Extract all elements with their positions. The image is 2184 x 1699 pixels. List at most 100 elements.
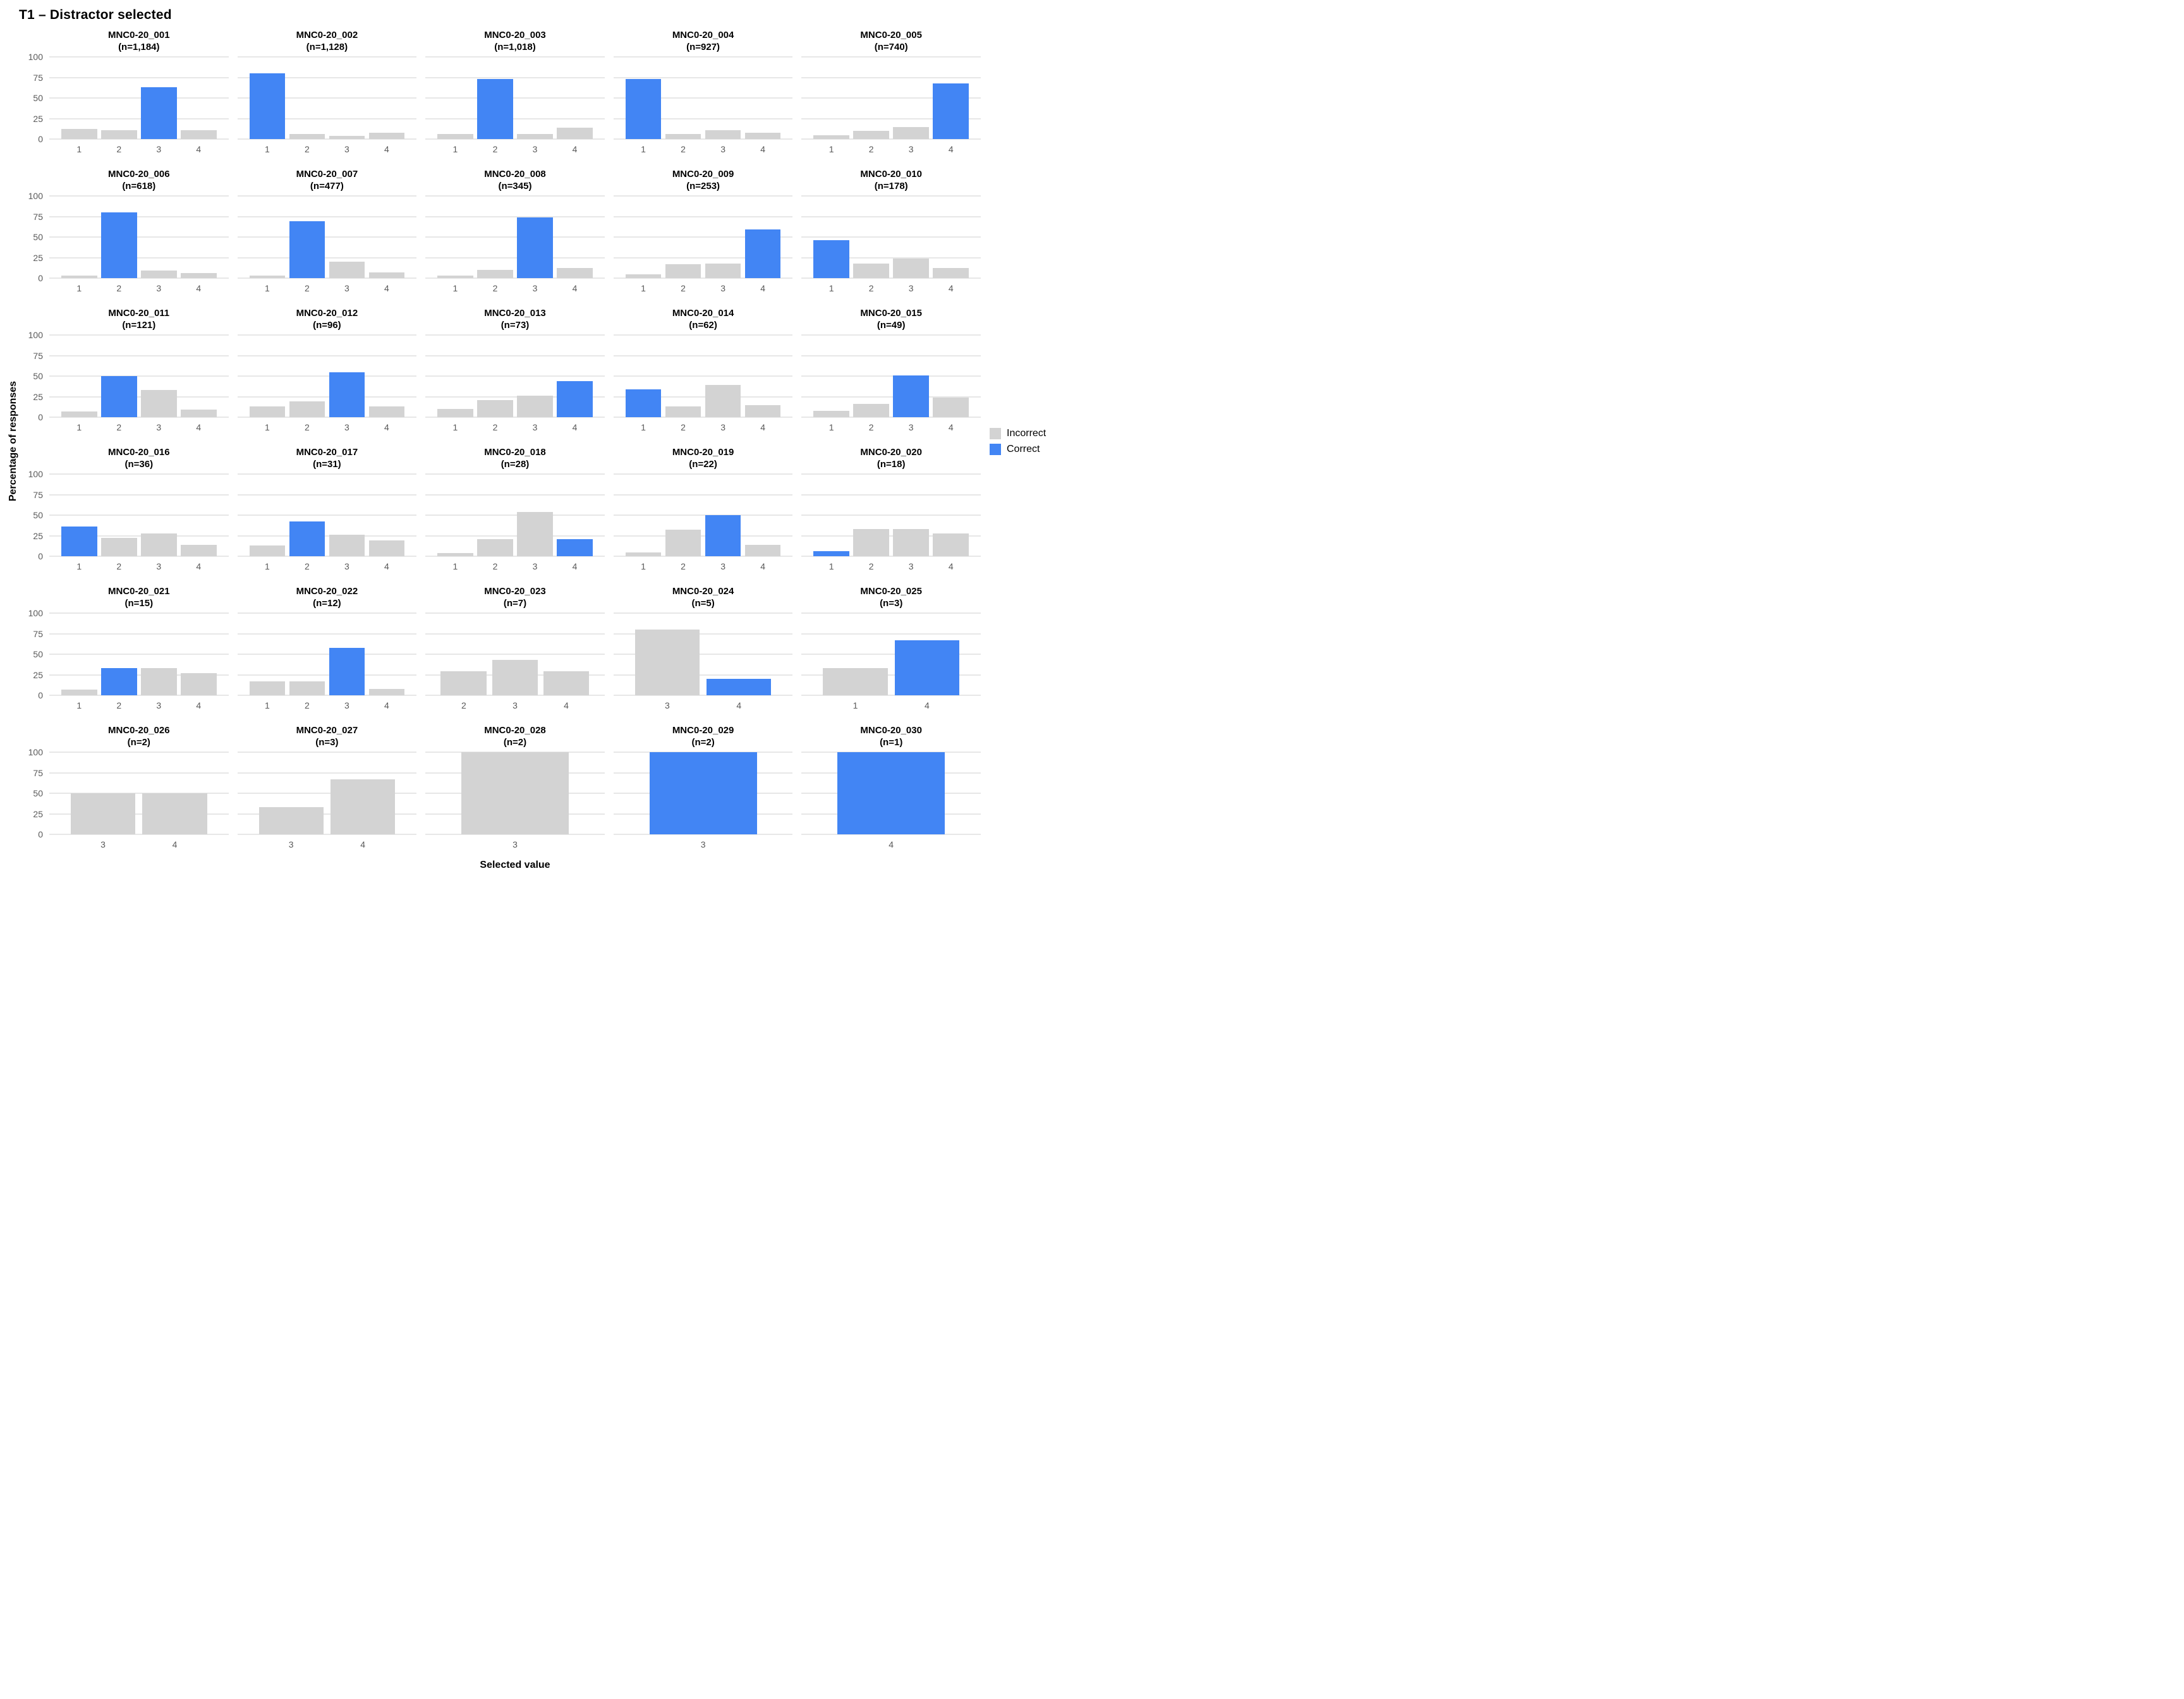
gridline-y25 <box>613 118 793 119</box>
gridline-y25 <box>613 674 793 676</box>
y-tick-label: 25 <box>33 113 43 124</box>
gridline-y25 <box>801 118 981 119</box>
x-ticks: 1 2 3 4 <box>49 282 229 297</box>
gridline-y50 <box>49 515 229 516</box>
bar-MNC0-20_012-x1-incorrect <box>249 406 286 417</box>
x-tick-label: 4 <box>196 283 202 293</box>
y-tick-label: 100 <box>28 52 43 62</box>
facet-MNC0-20_020: MNC0-20_020 (n=18) 1 2 3 4 <box>801 446 981 575</box>
gridline-y50 <box>49 97 229 99</box>
x-tick-label: 3 <box>700 839 706 849</box>
bar-MNC0-20_018-x2-incorrect <box>477 539 513 556</box>
facet-title: MNC0-20_015 (n=49) <box>860 308 922 331</box>
plot-area: 0 25 50 75 100 <box>28 747 229 839</box>
x-tick-label: 2 <box>116 700 122 710</box>
x-tick-label: 1 <box>641 561 646 571</box>
bar-MNC0-20_028-x3-incorrect <box>461 752 569 834</box>
x-tick-label: 4 <box>925 700 930 710</box>
bar-MNC0-20_029-x3-correct <box>649 752 757 834</box>
facet-title: MNC0-20_023 (n=7) <box>484 586 546 609</box>
gridline-y75 <box>237 494 417 496</box>
bar-MNC0-20_020-x2-incorrect <box>853 529 890 556</box>
bar-MNC0-20_021-x1-incorrect <box>61 689 97 695</box>
y-tick-label: 0 <box>38 412 43 422</box>
gridline-y100 <box>425 195 605 197</box>
gridline-y50 <box>237 515 417 516</box>
gridline-y50 <box>801 97 981 99</box>
gridline-y25 <box>237 813 417 815</box>
gridline-y100 <box>49 56 229 58</box>
facet-MNC0-20_005: MNC0-20_005 (n=740) 1 2 3 4 <box>801 29 981 158</box>
facet-title: MNC0-20_026 (n=2) <box>108 725 170 748</box>
facet-title: MNC0-20_021 (n=15) <box>108 586 170 609</box>
gridline-y0 <box>237 277 417 279</box>
facet-MNC0-20_021: MNC0-20_021 (n=15) 0 25 50 75 100 1 2 3 4 <box>28 585 229 714</box>
bar-MNC0-20_001-x1-incorrect <box>61 129 97 139</box>
x-tick-label: 1 <box>452 422 458 432</box>
bar-MNC0-20_026-x4-incorrect <box>142 793 207 834</box>
gridline-y0 <box>801 417 981 418</box>
gridline-y50 <box>801 375 981 377</box>
gridline-y0 <box>613 138 793 140</box>
x-ticks: 4 <box>801 838 981 853</box>
x-tick-label: 2 <box>304 700 310 710</box>
facet-MNC0-20_006: MNC0-20_006 (n=618) 0 25 50 75 100 1 2 3 4 <box>28 168 229 297</box>
y-tick-label: 75 <box>33 767 43 778</box>
plot-area <box>237 473 417 557</box>
x-ticks: 2 3 4 <box>425 699 605 714</box>
y-tick-label: 50 <box>33 788 43 798</box>
gridline-y75 <box>801 355 981 356</box>
facet-title: MNC0-20_011 (n=121) <box>108 308 170 331</box>
x-tick-label: 3 <box>344 422 349 432</box>
x-tick-label: 4 <box>196 700 202 710</box>
gridline-y25 <box>49 674 229 676</box>
x-tick-label: 1 <box>264 561 270 571</box>
bar-MNC0-20_005-x4-correct <box>933 83 969 139</box>
plot-area <box>801 473 981 557</box>
plot-area <box>425 334 605 418</box>
x-ticks: 1 2 3 4 <box>238 282 417 297</box>
x-tick-label: 2 <box>304 561 310 571</box>
gridline-y75 <box>425 76 605 78</box>
x-tick-label: 3 <box>532 283 538 293</box>
y-tick-label: 25 <box>33 808 43 819</box>
x-tick-label: 4 <box>736 700 742 710</box>
gridline-y25 <box>49 396 229 398</box>
bar-MNC0-20_011-x3-incorrect <box>140 390 177 417</box>
x-tick-label: 2 <box>304 422 310 432</box>
x-tick-label: 4 <box>384 700 389 710</box>
plot-area <box>425 612 605 696</box>
bar-MNC0-20_020-x4-incorrect <box>933 533 969 556</box>
x-tick-label: 4 <box>948 561 954 571</box>
bar-MNC0-20_013-x1-incorrect <box>437 409 473 417</box>
y-tick-label: 25 <box>33 252 43 263</box>
gridline-y0 <box>49 695 229 696</box>
facet-title: MNC0-20_024 (n=5) <box>672 586 734 609</box>
bar-MNC0-20_019-x1-incorrect <box>625 552 662 556</box>
y-tick-label: 0 <box>38 134 43 144</box>
bar-MNC0-20_027-x4-incorrect <box>331 779 396 834</box>
x-tick-label: 2 <box>116 144 122 154</box>
bar-MNC0-20_023-x3-incorrect <box>492 660 538 695</box>
gridline-y75 <box>425 494 605 496</box>
correct-swatch-icon <box>990 443 1001 455</box>
facet-title: MNC0-20_013 (n=73) <box>484 308 546 331</box>
bar-MNC0-20_022-x3-correct <box>329 647 365 695</box>
bar-MNC0-20_010-x2-incorrect <box>853 263 890 278</box>
x-tick-label: 2 <box>461 700 466 710</box>
bar-MNC0-20_011-x1-incorrect <box>61 411 97 417</box>
plot-area <box>801 612 981 696</box>
bar-MNC0-20_024-x4-correct <box>707 679 772 695</box>
x-tick-label: 4 <box>360 839 366 849</box>
bar-MNC0-20_009-x4-correct <box>744 229 781 278</box>
x-tick-label: 2 <box>868 422 874 432</box>
gridline-y25 <box>801 396 981 398</box>
x-tick-label: 4 <box>196 422 202 432</box>
x-tick-label: 3 <box>156 144 162 154</box>
gridline-y100 <box>801 195 981 197</box>
gridline-y75 <box>49 355 229 356</box>
plot-area <box>425 473 605 557</box>
gridline-y50 <box>801 654 981 655</box>
